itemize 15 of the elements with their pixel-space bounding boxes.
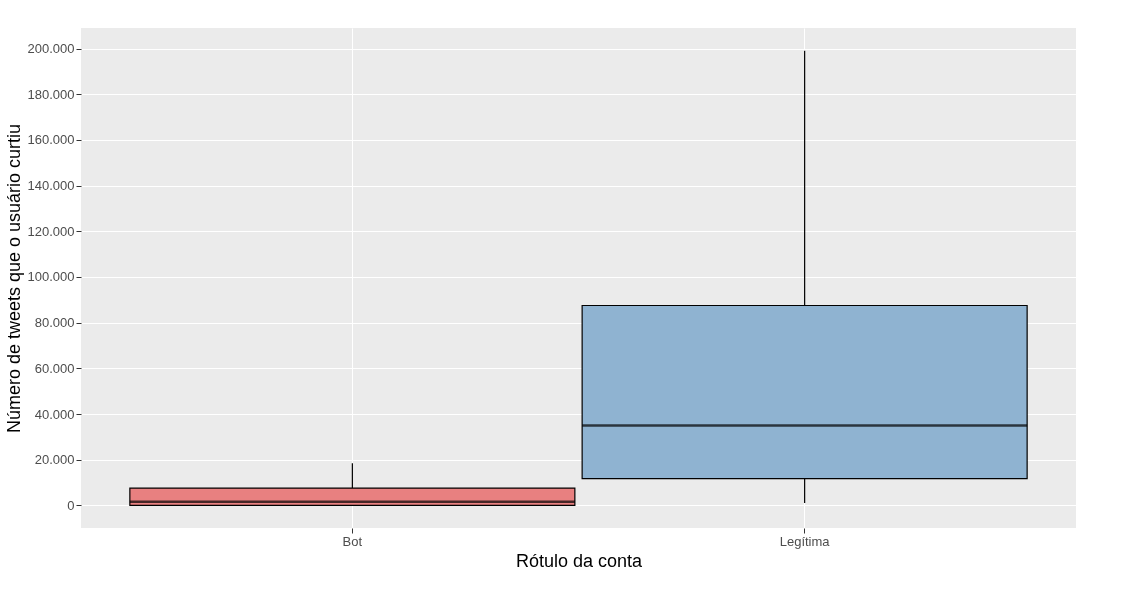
x-tick-label: Bot xyxy=(342,533,363,549)
y-tick-label: 120.000 xyxy=(27,223,75,239)
y-tick-label: 20.000 xyxy=(34,452,75,468)
y-axis-title: Número de tweets que o usuário curtiu xyxy=(3,123,24,434)
x-tick-label: Legítima xyxy=(779,533,831,549)
y-tick-label: 180.000 xyxy=(27,86,75,102)
y-tick-label: 40.000 xyxy=(34,406,75,422)
x-axis-title: Rótulo da conta xyxy=(515,550,644,571)
y-tick-label: 200.000 xyxy=(27,41,75,57)
y-tick-label: 100.000 xyxy=(27,269,75,285)
y-tick-label: 140.000 xyxy=(27,178,75,194)
y-tick-label: 0 xyxy=(67,497,75,513)
y-tick-label: 80.000 xyxy=(34,315,75,331)
y-tick-label: 60.000 xyxy=(34,360,75,376)
y-tick-label: 160.000 xyxy=(27,132,75,148)
